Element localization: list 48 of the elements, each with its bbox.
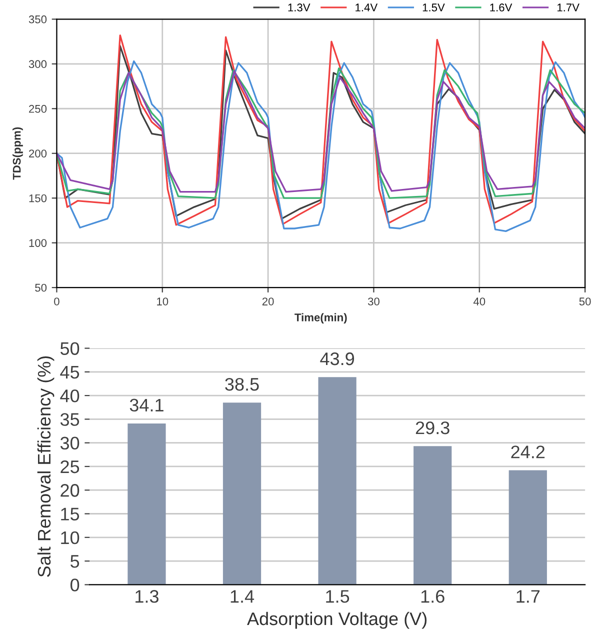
y-tick-label: 10 [61, 531, 80, 544]
y-tick-label: 50 [60, 342, 80, 355]
bar [128, 423, 166, 585]
legend-label: 1.3V [288, 4, 310, 12]
bar [508, 470, 547, 585]
x-tick-label: 1.6 [421, 590, 444, 603]
y-tick-label: 30 [60, 436, 80, 450]
y-axis-title: Salt Removal Efficiency (%) [37, 356, 54, 577]
y-tick-label: 200 [29, 150, 47, 158]
data-label: 29.3 [416, 421, 450, 434]
x-tick-label: 1.4 [230, 590, 254, 603]
x-tick-label: 50 [579, 298, 591, 306]
x-tick-label: 40 [473, 298, 486, 306]
y-tick-label: 50 [35, 284, 47, 292]
data-label: 34.1 [130, 398, 164, 412]
y-tick-label: 0 [70, 578, 80, 592]
y-tick-label: 150 [29, 194, 47, 202]
x-tick-label: 30 [368, 298, 380, 306]
x-axis-title: Time(min) [294, 313, 347, 324]
x-tick-label: 0 [54, 298, 60, 306]
data-label: 38.5 [225, 378, 259, 391]
y-tick-label: 40 [60, 389, 80, 402]
legend-label: 1.5V [422, 4, 445, 12]
y-tick-label: 35 [60, 413, 80, 426]
bar [222, 402, 262, 585]
x-tick-label: 20 [262, 298, 274, 306]
legend-label: 1.7V [557, 4, 580, 12]
y-tick-label: 300 [28, 60, 47, 68]
x-tick-label: 1.3 [136, 590, 158, 603]
y-tick-label: 100 [29, 239, 47, 247]
x-tick-label: 1.5 [326, 590, 350, 603]
y-tick-label: 45 [60, 366, 80, 379]
data-label: 24.2 [511, 446, 545, 458]
y-axis-title: TDS(ppm) [12, 127, 23, 180]
y-tick-label: 20 [60, 484, 80, 497]
y-tick-label: 350 [28, 15, 47, 24]
bar [318, 377, 356, 585]
y-tick-label: 25 [60, 460, 80, 474]
y-tick-label: 15 [61, 508, 80, 520]
x-tick-label: 10 [157, 298, 168, 306]
legend-label: 1.6V [490, 4, 512, 12]
y-tick-label: 5 [70, 555, 80, 568]
x-tick-label: 1.7 [516, 590, 540, 603]
legend-label: 1.4V [356, 4, 378, 12]
y-tick-label: 250 [29, 104, 47, 113]
x-axis-title: Adsorption Voltage (V) [247, 612, 427, 629]
bar [414, 446, 452, 585]
data-label: 43.9 [320, 352, 354, 366]
